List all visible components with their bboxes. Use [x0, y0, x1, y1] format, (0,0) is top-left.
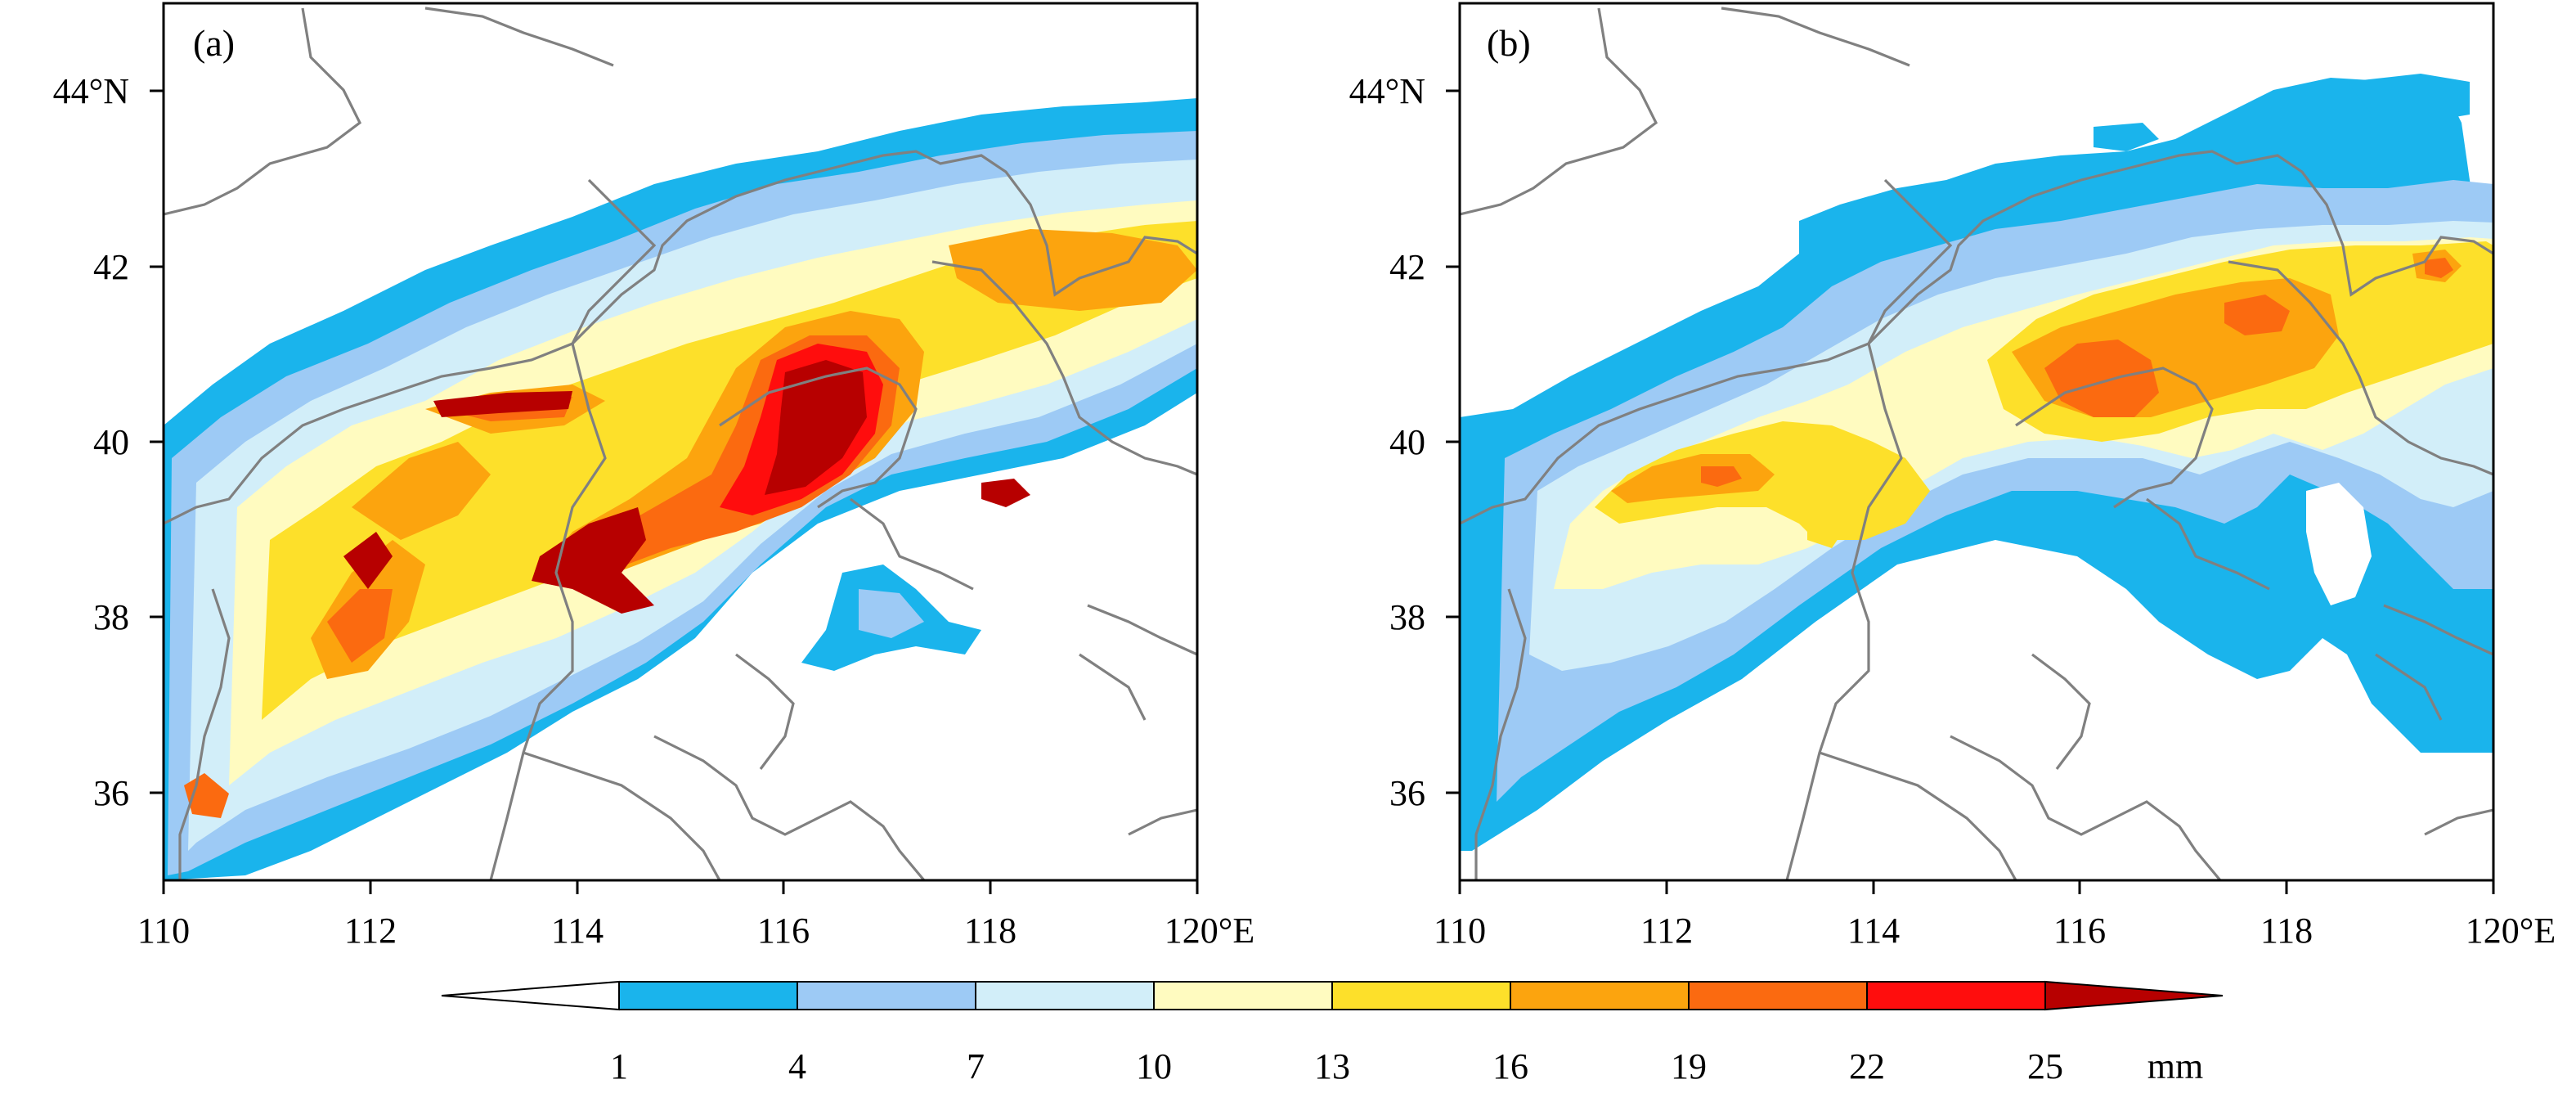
colorbar-tick-label: 1 [610, 1046, 628, 1086]
y-tick-label: 42 [93, 247, 129, 287]
axis-ticks-b [1446, 89, 2495, 894]
colorbar-bin [1154, 982, 1332, 1010]
colorbar-tick-label: 7 [967, 1046, 985, 1086]
panel-label-b: (b) [1487, 22, 1531, 64]
colorbar-under-arrow [441, 980, 620, 1011]
precip-field-b [1460, 7, 2493, 880]
colorbar-bin [1332, 982, 1510, 1010]
colorbar-tick-label: 13 [1314, 1046, 1350, 1086]
x-tick-label: 114 [1847, 911, 1900, 951]
y-tick-label: 40 [93, 422, 129, 462]
x-tick-label: 118 [964, 911, 1016, 951]
y-tick-label: 38 [1389, 597, 1425, 637]
x-tick-label: 118 [2260, 911, 2313, 951]
y-tick-label: 42 [1389, 247, 1425, 287]
colorbar-tick-label: 19 [1671, 1046, 1707, 1086]
colorbar-bin [1510, 982, 1689, 1010]
colorbar-tick-label: 22 [1849, 1046, 1885, 1086]
x-tick-label: 112 [1640, 911, 1693, 951]
panel-label-a: (a) [193, 22, 235, 64]
colorbar-tick-label: 10 [1136, 1046, 1172, 1086]
colorbar: 1 4 7 10 13 16 19 22 25 mm [441, 980, 2224, 1086]
x-axis-labels-a: 110 112 114 116 118 120°E [137, 911, 1254, 951]
y-axis-labels-a: 36 38 40 42 44°N [53, 71, 129, 813]
x-tick-label: 120°E [2466, 911, 2556, 951]
colorbar-bin [1867, 982, 2045, 1010]
y-axis-labels-b: 36 38 40 42 44°N [1349, 71, 1425, 813]
x-tick-label: 120°E [1165, 911, 1254, 951]
y-tick-label: 36 [93, 773, 129, 813]
province-boundaries-a [164, 7, 1197, 880]
panel-a: (a) 110 112 114 116 118 120°E 36 38 40 4… [53, 2, 1254, 951]
y-tick-label: 44°N [53, 71, 129, 111]
x-tick-label: 110 [1434, 911, 1486, 951]
y-tick-label: 44°N [1349, 71, 1425, 111]
province-boundaries-b [1460, 7, 2493, 880]
x-tick-label: 110 [137, 911, 190, 951]
y-tick-label: 40 [1389, 422, 1425, 462]
x-tick-label: 112 [344, 911, 397, 951]
y-tick-label: 38 [93, 597, 129, 637]
x-axis-labels-b: 110 112 114 116 118 120°E [1434, 911, 2556, 951]
colorbar-tick-label: 16 [1492, 1046, 1528, 1086]
colorbar-bin [976, 982, 1154, 1010]
x-tick-label: 116 [757, 911, 810, 951]
axis-ticks-a [150, 89, 1199, 894]
colorbar-unit: mm [2147, 1046, 2203, 1086]
panel-b: (b) 110 112 114 116 118 120°E 36 38 40 4… [1349, 2, 2556, 951]
precip-field-a [164, 7, 1197, 880]
colorbar-labels: 1 4 7 10 13 16 19 22 25 mm [610, 1046, 2203, 1086]
y-tick-label: 36 [1389, 773, 1425, 813]
colorbar-bin [1689, 982, 1867, 1010]
colorbar-tick-label: 4 [788, 1046, 806, 1086]
colorbar-bin [797, 982, 976, 1010]
x-tick-label: 116 [2053, 911, 2106, 951]
colorbar-bin [619, 982, 797, 1010]
x-tick-label: 114 [551, 911, 604, 951]
colorbar-over-arrow [2044, 980, 2224, 1011]
colorbar-tick-label: 25 [2027, 1046, 2063, 1086]
